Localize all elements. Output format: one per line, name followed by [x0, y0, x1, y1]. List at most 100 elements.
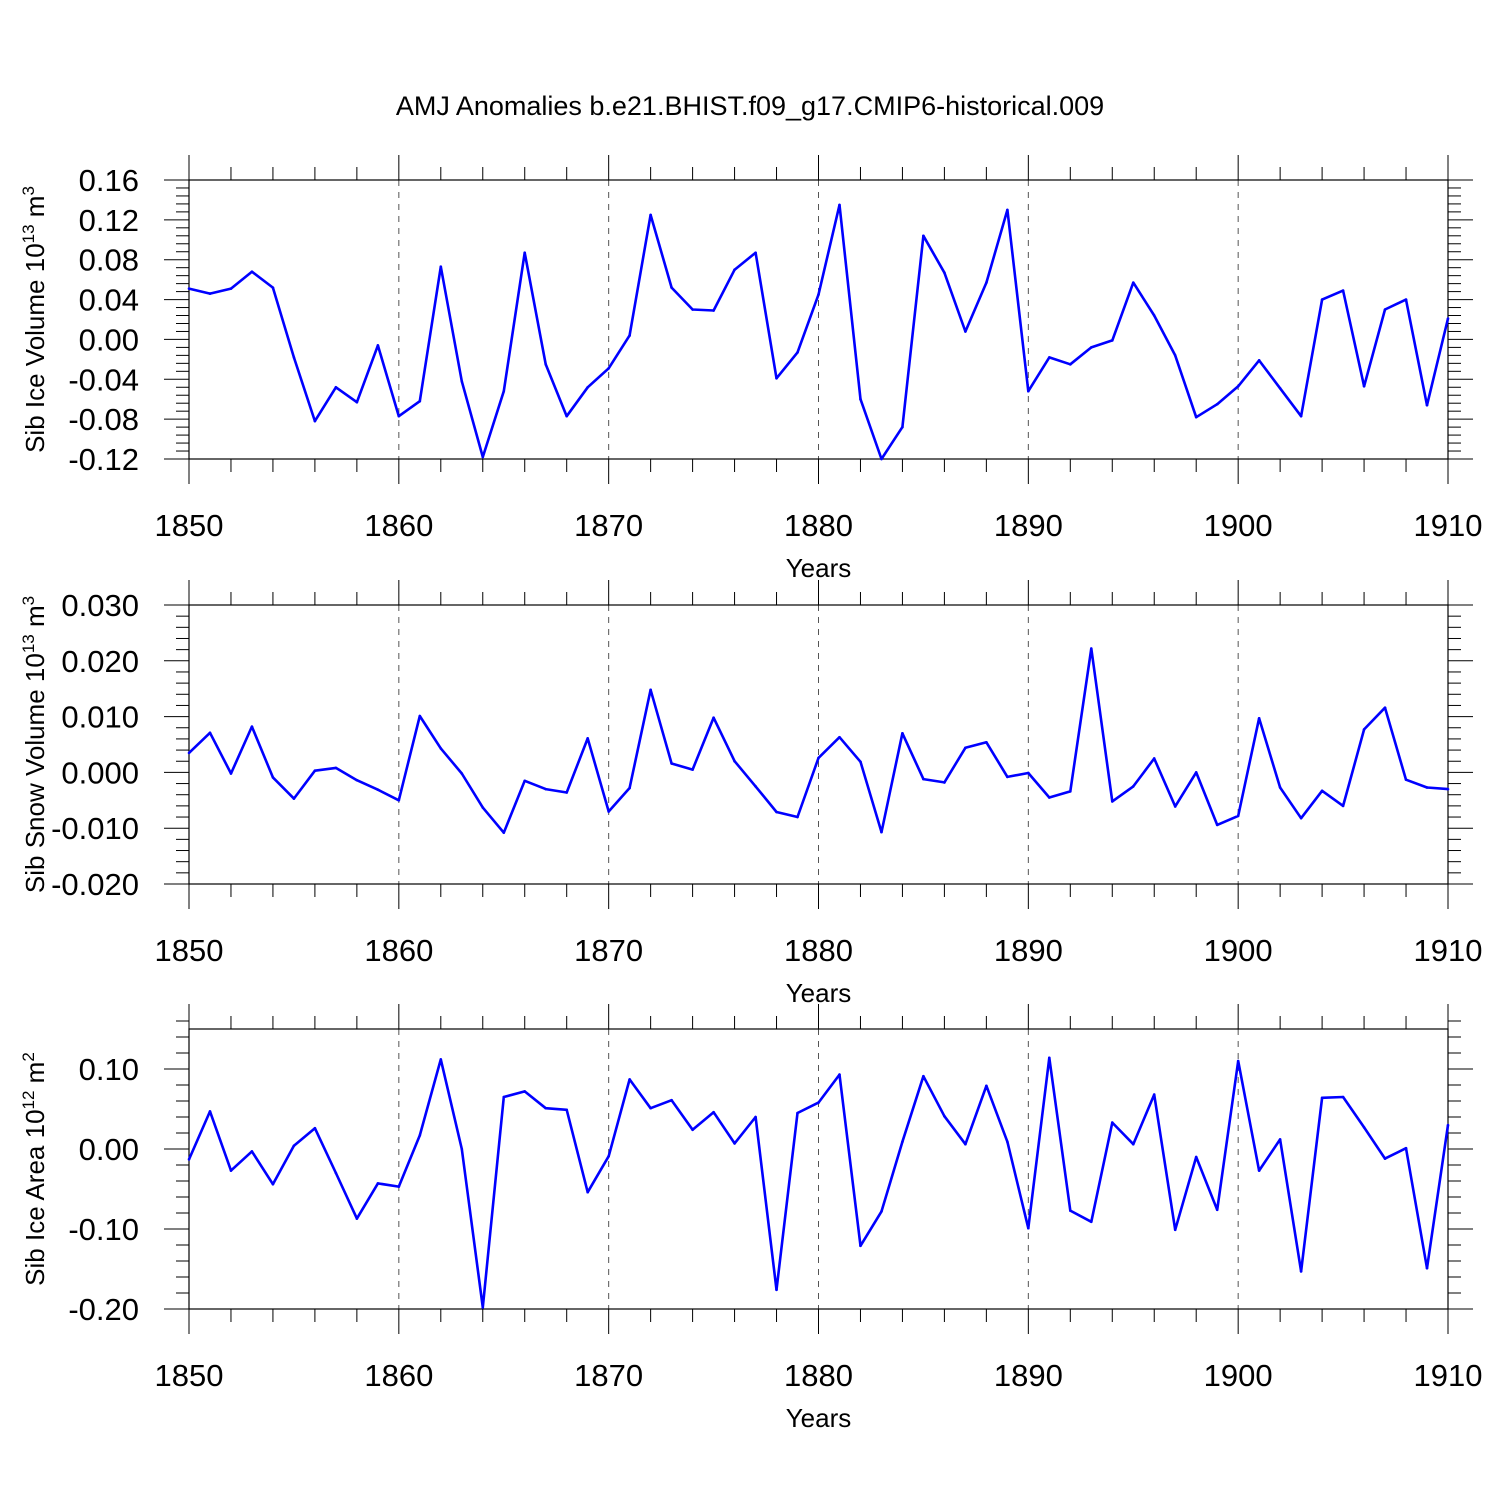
- data-point: [712, 1110, 715, 1114]
- data-point: [607, 810, 610, 813]
- x-tick-label: 1880: [784, 933, 853, 968]
- data-point: [712, 716, 715, 720]
- data-point: [313, 769, 317, 773]
- data-point: [1027, 1226, 1030, 1230]
- data-point: [838, 735, 841, 739]
- data-point: [1215, 402, 1219, 406]
- data-point: [565, 1108, 568, 1112]
- data-point: [1446, 787, 1450, 791]
- data-point: [607, 1154, 610, 1158]
- data-point: [502, 389, 506, 393]
- data-point: [901, 425, 904, 429]
- data-point: [334, 385, 338, 389]
- data-point: [838, 203, 841, 207]
- data-point: [1341, 804, 1345, 808]
- data-point: [943, 781, 946, 784]
- panel-snow-volume: -0.020 -0.010 0.000 0.010 0.020 0.030 1850 1860…: [19, 580, 1482, 1008]
- data-point: [964, 746, 967, 750]
- data-point: [1089, 346, 1093, 349]
- data-point: [208, 1110, 212, 1113]
- data-point: [1236, 384, 1240, 388]
- data-point: [187, 287, 191, 290]
- data-point: [754, 1115, 757, 1119]
- data-point: [1404, 298, 1408, 301]
- data-point: [880, 457, 883, 461]
- x-axis-title: Years: [786, 553, 852, 583]
- y-tick-label: 0.030: [61, 588, 139, 623]
- data-point: [586, 1190, 589, 1194]
- x-tick-label: 1890: [994, 933, 1063, 968]
- data-point: [271, 1182, 275, 1186]
- data-point: [838, 1073, 841, 1076]
- data-point: [1215, 1208, 1219, 1212]
- x-tick-label: 1910: [1414, 1358, 1483, 1393]
- data-point: [859, 397, 862, 401]
- data-point: [523, 251, 527, 255]
- data-point: [355, 778, 359, 782]
- y-tick-label: -0.20: [68, 1292, 139, 1327]
- data-point: [1048, 356, 1051, 359]
- x-tick-label: 1900: [1204, 508, 1273, 543]
- data-point: [712, 309, 715, 312]
- data-point: [1446, 1123, 1450, 1127]
- data-point: [355, 400, 359, 404]
- data-point: [313, 419, 317, 423]
- y-tick-label: 0.16: [79, 163, 139, 198]
- y-tick-label: -0.010: [51, 811, 139, 846]
- data-point: [1257, 359, 1261, 362]
- data-point: [1048, 796, 1051, 799]
- data-point: [1048, 1056, 1051, 1060]
- data-point: [460, 379, 464, 383]
- data-point: [1404, 778, 1408, 781]
- data-point: [229, 1169, 233, 1172]
- panel-ice-area: -0.20 -0.10 0.00 0.10 1850 1860 1870 1880 1890 19…: [19, 1004, 1482, 1433]
- data-point: [1006, 208, 1009, 212]
- data-point: [691, 1128, 694, 1132]
- data-point: [985, 740, 988, 744]
- data-point: [1320, 1096, 1324, 1100]
- x-tick-label: 1890: [994, 1358, 1063, 1393]
- chart-title: AMJ Anomalies b.e21.BHIST.f09_g17.CMIP6-…: [396, 91, 1104, 121]
- data-point: [229, 287, 233, 290]
- data-point: [817, 1101, 820, 1104]
- data-point: [460, 772, 464, 775]
- data-point: [187, 751, 191, 755]
- data-point: [250, 270, 254, 273]
- data-point: [271, 286, 275, 289]
- data-point: [1257, 716, 1261, 720]
- y-tick-label: 0.000: [61, 755, 139, 790]
- data-point: [922, 777, 925, 781]
- data-point: [1173, 805, 1177, 808]
- data-point: [859, 760, 862, 764]
- data-point: [817, 293, 820, 296]
- data-point: [1110, 339, 1114, 342]
- data-point: [460, 1147, 464, 1151]
- data-point: [670, 1098, 673, 1102]
- data-point: [565, 414, 568, 418]
- data-point: [1341, 289, 1345, 292]
- data-point: [376, 788, 380, 791]
- data-point: [985, 1084, 988, 1088]
- data-point: [1089, 647, 1093, 650]
- data-point: [1089, 1220, 1093, 1224]
- y-tick-label: 0.04: [79, 283, 139, 318]
- data-point: [649, 213, 652, 217]
- data-point: [334, 1171, 338, 1175]
- data-point: [1131, 1142, 1135, 1146]
- data-point: [733, 1142, 736, 1145]
- data-point: [1069, 1209, 1072, 1212]
- y-tick-label: 0.00: [79, 322, 139, 357]
- data-point: [1131, 281, 1135, 284]
- data-point: [1383, 1157, 1387, 1160]
- data-point: [922, 1074, 925, 1078]
- data-point: [901, 1140, 904, 1144]
- data-point: [439, 265, 443, 268]
- x-tick-label: 1880: [784, 1358, 853, 1393]
- x-tick-label: 1900: [1204, 1358, 1273, 1393]
- x-tick-label: 1870: [574, 1358, 643, 1393]
- data-point: [1320, 789, 1324, 793]
- data-point: [502, 1095, 506, 1099]
- data-point: [1278, 1138, 1282, 1141]
- data-point: [1006, 1140, 1009, 1144]
